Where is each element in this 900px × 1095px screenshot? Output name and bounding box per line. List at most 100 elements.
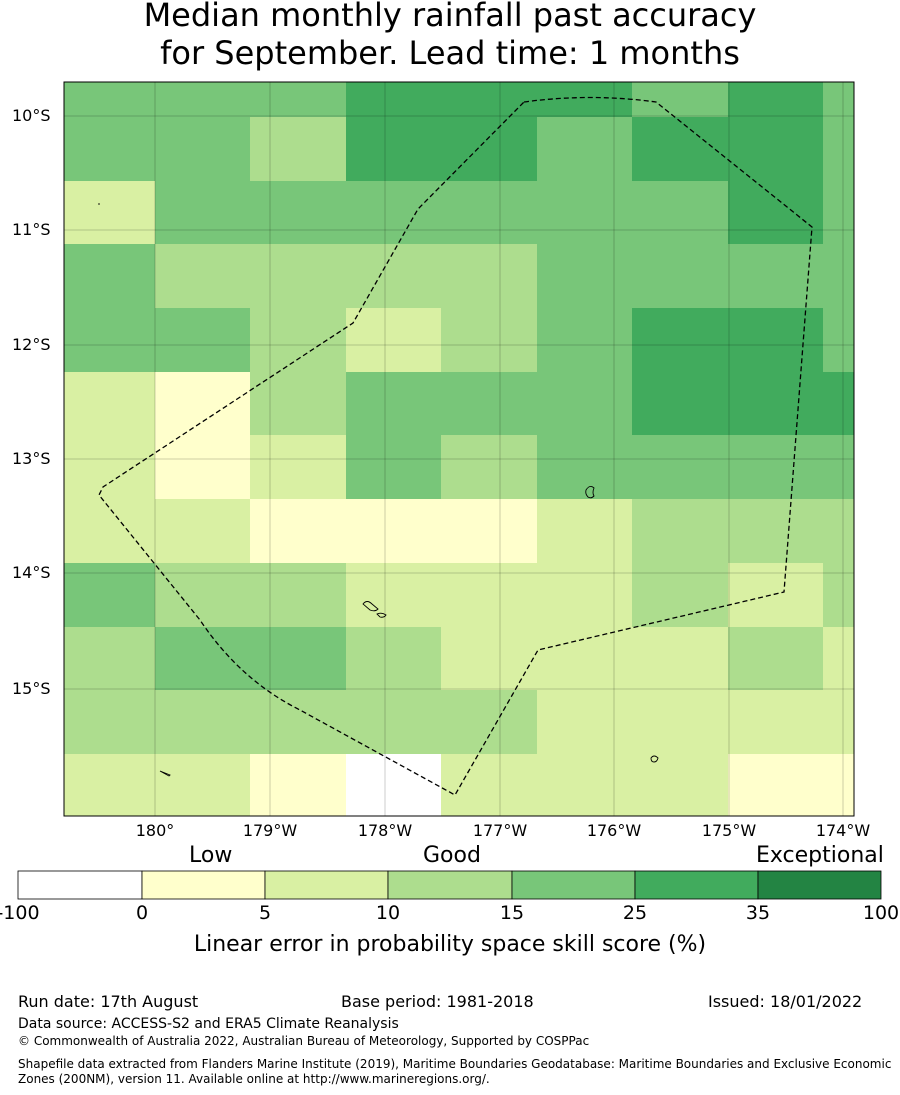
- skill-cell: [537, 690, 633, 755]
- skill-cell: [155, 117, 251, 182]
- skill-grid: [64, 82, 855, 817]
- skill-cell: [823, 563, 855, 628]
- skill-cell: [537, 308, 633, 373]
- skill-cell: [441, 117, 538, 182]
- skill-cell: [155, 754, 251, 817]
- colorbar-tick: 25: [622, 902, 648, 924]
- shapefile-credit-line-2: Zones (200NM), version 11. Available onl…: [18, 1072, 490, 1086]
- skill-cell: [823, 372, 855, 436]
- skill-cell: [728, 181, 824, 245]
- map-frame: [63, 81, 855, 817]
- copyright: © Commonwealth of Australia 2022, Austra…: [18, 1034, 590, 1048]
- skill-cell: [728, 308, 824, 373]
- colorbar-segment: [387, 870, 513, 900]
- skill-cell: [250, 690, 347, 755]
- skill-cell: [632, 117, 729, 182]
- legend-category-exceptional: Exceptional: [756, 843, 884, 868]
- skill-cell: [441, 308, 538, 373]
- skill-map: [63, 81, 855, 817]
- skill-cell: [250, 372, 347, 436]
- skill-cell: [155, 499, 251, 564]
- skill-cell: [250, 82, 347, 118]
- lat-label: 13°S: [12, 449, 51, 468]
- skill-cell: [441, 563, 538, 628]
- skill-cell: [250, 181, 347, 245]
- skill-cell: [441, 627, 538, 691]
- skill-cell: [250, 627, 347, 691]
- skill-cell: [250, 117, 347, 182]
- colorbar-tick: 0: [135, 902, 149, 924]
- skill-cell: [155, 82, 251, 118]
- skill-cell: [64, 754, 156, 817]
- island-outline: [159, 770, 171, 777]
- lon-label: 180°: [135, 821, 175, 840]
- lon-label: 175°W: [701, 821, 757, 840]
- data-source: Data source: ACCESS-S2 and ERA5 Climate …: [18, 1016, 399, 1032]
- colorbar-tick: 35: [745, 902, 771, 924]
- skill-cell: [155, 372, 251, 436]
- skill-cell: [64, 82, 156, 118]
- skill-cell: [728, 499, 824, 564]
- skill-cell: [537, 627, 633, 691]
- skill-cell: [441, 244, 538, 309]
- skill-cell: [823, 435, 855, 500]
- skill-cell: [346, 117, 442, 182]
- skill-cell: [64, 181, 156, 245]
- lat-label: 11°S: [12, 220, 51, 239]
- skill-cell: [632, 435, 729, 500]
- skill-cell: [64, 563, 156, 628]
- lon-label: 179°W: [242, 821, 298, 840]
- skill-cell: [632, 499, 729, 564]
- skill-cell: [250, 244, 347, 309]
- skill-cell: [155, 690, 251, 755]
- skill-cell: [441, 372, 538, 436]
- island-outline: [362, 601, 379, 612]
- skill-cell: [632, 181, 729, 245]
- base-period: Base period: 1981-2018: [341, 992, 534, 1011]
- colorbar-segment: [511, 870, 636, 900]
- skill-cell: [64, 499, 156, 564]
- skill-cell: [728, 244, 824, 309]
- colorbar-segment: [141, 870, 266, 900]
- legend-category-low: Low: [189, 843, 233, 868]
- skill-cell: [346, 499, 442, 564]
- skill-cell: [155, 308, 251, 373]
- skill-cell: [632, 690, 729, 755]
- shapefile-credit-line-1: Shapefile data extracted from Flanders M…: [18, 1057, 892, 1071]
- skill-cell: [441, 499, 538, 564]
- skill-cell: [537, 499, 633, 564]
- skill-cell: [537, 372, 633, 436]
- lon-label: 177°W: [472, 821, 528, 840]
- skill-cell: [823, 627, 855, 691]
- lon-label: 174°W: [815, 821, 871, 840]
- colorbar-tick: 15: [499, 902, 525, 924]
- colorbar-title: Linear error in probability space skill …: [193, 932, 707, 957]
- lon-label: 176°W: [586, 821, 642, 840]
- skill-cell: [250, 754, 347, 817]
- island-outline: [585, 485, 595, 499]
- skill-cell: [728, 435, 824, 500]
- skill-cell: [64, 244, 156, 309]
- legend-category-good: Good: [423, 843, 481, 868]
- skill-cell: [64, 308, 156, 373]
- skill-cell: [441, 181, 538, 245]
- skill-cell: [346, 308, 442, 373]
- skill-cell: [346, 372, 442, 436]
- colorbar-tick: 5: [258, 902, 272, 924]
- skill-cell: [537, 82, 633, 118]
- skill-cell: [632, 372, 729, 436]
- skill-cell: [346, 435, 442, 500]
- skill-cell: [64, 627, 156, 691]
- eez-boundary: [98, 96, 813, 796]
- skill-cell: [155, 244, 251, 309]
- skill-cell: [155, 181, 251, 245]
- colorbar: [17, 870, 882, 900]
- skill-cell: [823, 754, 855, 817]
- colorbar-tick: 10: [375, 902, 401, 924]
- skill-cell: [823, 82, 855, 118]
- skill-cell: [537, 754, 633, 817]
- skill-cell: [346, 690, 442, 755]
- lon-label: 178°W: [357, 821, 413, 840]
- skill-cell: [632, 308, 729, 373]
- skill-cell: [64, 372, 156, 436]
